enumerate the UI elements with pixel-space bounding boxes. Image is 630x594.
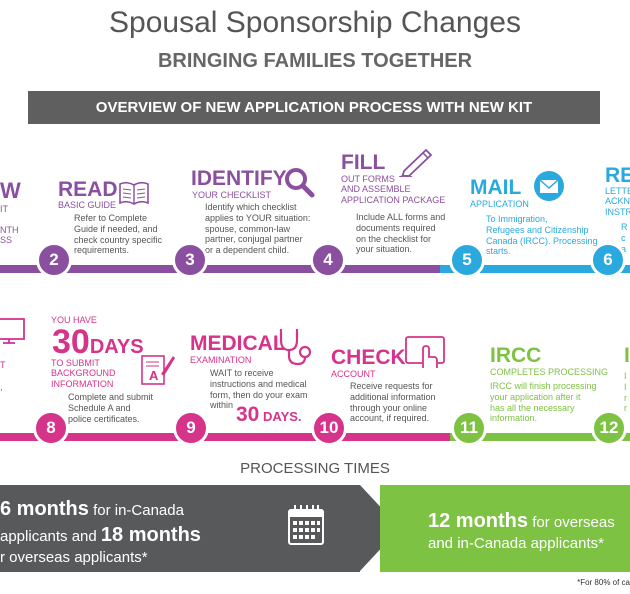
step-number-10: 10 [311,410,347,446]
step7-partial-desc: T , [0,360,6,392]
processing-band-right [380,485,630,572]
step-fill-title: FILL [341,151,386,174]
step-read-title: READ [58,178,118,201]
left-months-18: 18 months [100,524,201,546]
processing-left-text: 6 months for in-Canada applicants and 18… [0,496,201,568]
footnote: *For 80% of ca [577,578,630,587]
step-check-desc: Receive requests for additional informat… [350,381,436,424]
step-30days-heading: 30DAYS [52,325,144,359]
step-identify-sub: YOUR CHECKLIST [192,190,272,200]
step-30days-pre: YOU HAVE [51,315,97,325]
timeline-bar-green [450,433,630,441]
step-read-desc: Refer to Complete Guide if needed, and c… [74,213,163,256]
step-medical-30days: 30 DAYS. [236,404,302,425]
step12-partial-title: I [624,344,630,367]
right-months-12: 12 months [428,510,529,532]
touch-screen-icon [405,336,445,368]
doc-letter: A [149,368,159,383]
step-number-8: 8 [33,410,69,446]
monitor-icon [0,318,25,344]
overview-banner: OVERVIEW OF NEW APPLICATION PROCESS WITH… [28,91,600,124]
calendar-icon [288,505,324,545]
step-number-6: 6 [590,242,626,278]
timeline-bar-purple [0,265,440,273]
step-number-11: 11 [451,410,487,446]
step-identify-title: IDENTIFY [191,167,287,190]
left-months-6: 6 months [0,498,89,520]
left-text-3: r overseas applicants* [0,549,148,566]
step-30days-desc: Complete and submit Schedule A and polic… [68,392,154,424]
step12-partial-desc: I I r r [624,371,627,414]
step-medical-desc: WAIT to receive instructions and medical… [210,368,308,411]
document-pen-icon: A [141,355,175,385]
step-number-4: 4 [310,242,346,278]
step-fill-sub: OUT FORMS AND ASSEMBLE APPLICATION PACKA… [341,174,446,205]
step-mail-sub: APPLICATION [470,199,529,209]
left-text-2: applicants and [0,528,101,545]
step-30days-word: DAYS [89,336,144,358]
step-medical-title: MEDICAL [190,332,286,355]
step-medical-days: DAYS. [262,409,302,424]
step-30days-big: 30 [52,323,90,361]
timeline-bar-magenta [0,433,450,441]
step-fill-desc: Include ALL forms and documents required… [356,212,446,255]
step-ircc-title: IRCC [490,344,542,367]
processing-times-title: PROCESSING TIMES [240,460,390,477]
page-subtitle: BRINGING FAMILIES TOGETHER [157,50,473,72]
right-text-1: for overseas [528,514,615,531]
step-number-9: 9 [173,410,209,446]
step1-partial-title: W [0,178,21,203]
step-number-5: 5 [449,242,485,278]
step-check-sub: ACCOUNT [331,369,376,379]
step-check-title: CHECK [331,346,406,369]
step6-partial-sub: LETTE ACKN INSTR [605,186,630,217]
pencil-icon [398,148,433,177]
step-mail-title: MAIL [470,176,522,199]
step-number-3: 3 [172,242,208,278]
magnifier-icon [285,168,315,198]
page-title: Spousal Sponsorship Changes [109,6,521,39]
step6-partial-title: RE [605,164,630,187]
timeline-bar-blue [440,265,630,273]
right-text-2: and in-Canada applicants* [428,535,604,552]
step-number-2: 2 [36,242,72,278]
stethoscope-icon [279,329,312,366]
book-icon [119,181,149,205]
step-identify-desc: Identify which checklist applies to YOUR… [205,202,311,256]
step1-partial-sub: IT NTH SS [0,204,19,246]
step-mail-desc: To Immigration, Refugees and Citizenship… [486,214,598,257]
step-ircc-desc: IRCC will finish processing your applica… [490,381,597,424]
step-number-12: 12 [591,410,627,446]
step-ircc-sub: COMPLETES PROCESSING [490,367,609,377]
step-medical-sub: EXAMINATION [190,355,252,365]
step-medical-30: 30 [236,403,260,426]
left-text-1: for in-Canada [88,502,184,519]
envelope-icon [534,171,564,201]
step-30days-sub: TO SUBMIT BACKGROUND INFORMATION [51,358,116,389]
step6-partial-desc: R c a [621,222,628,254]
processing-right-text: 12 months for overseas and in-Canada app… [428,508,615,554]
step-read-sub: BASIC GUIDE [58,200,117,210]
